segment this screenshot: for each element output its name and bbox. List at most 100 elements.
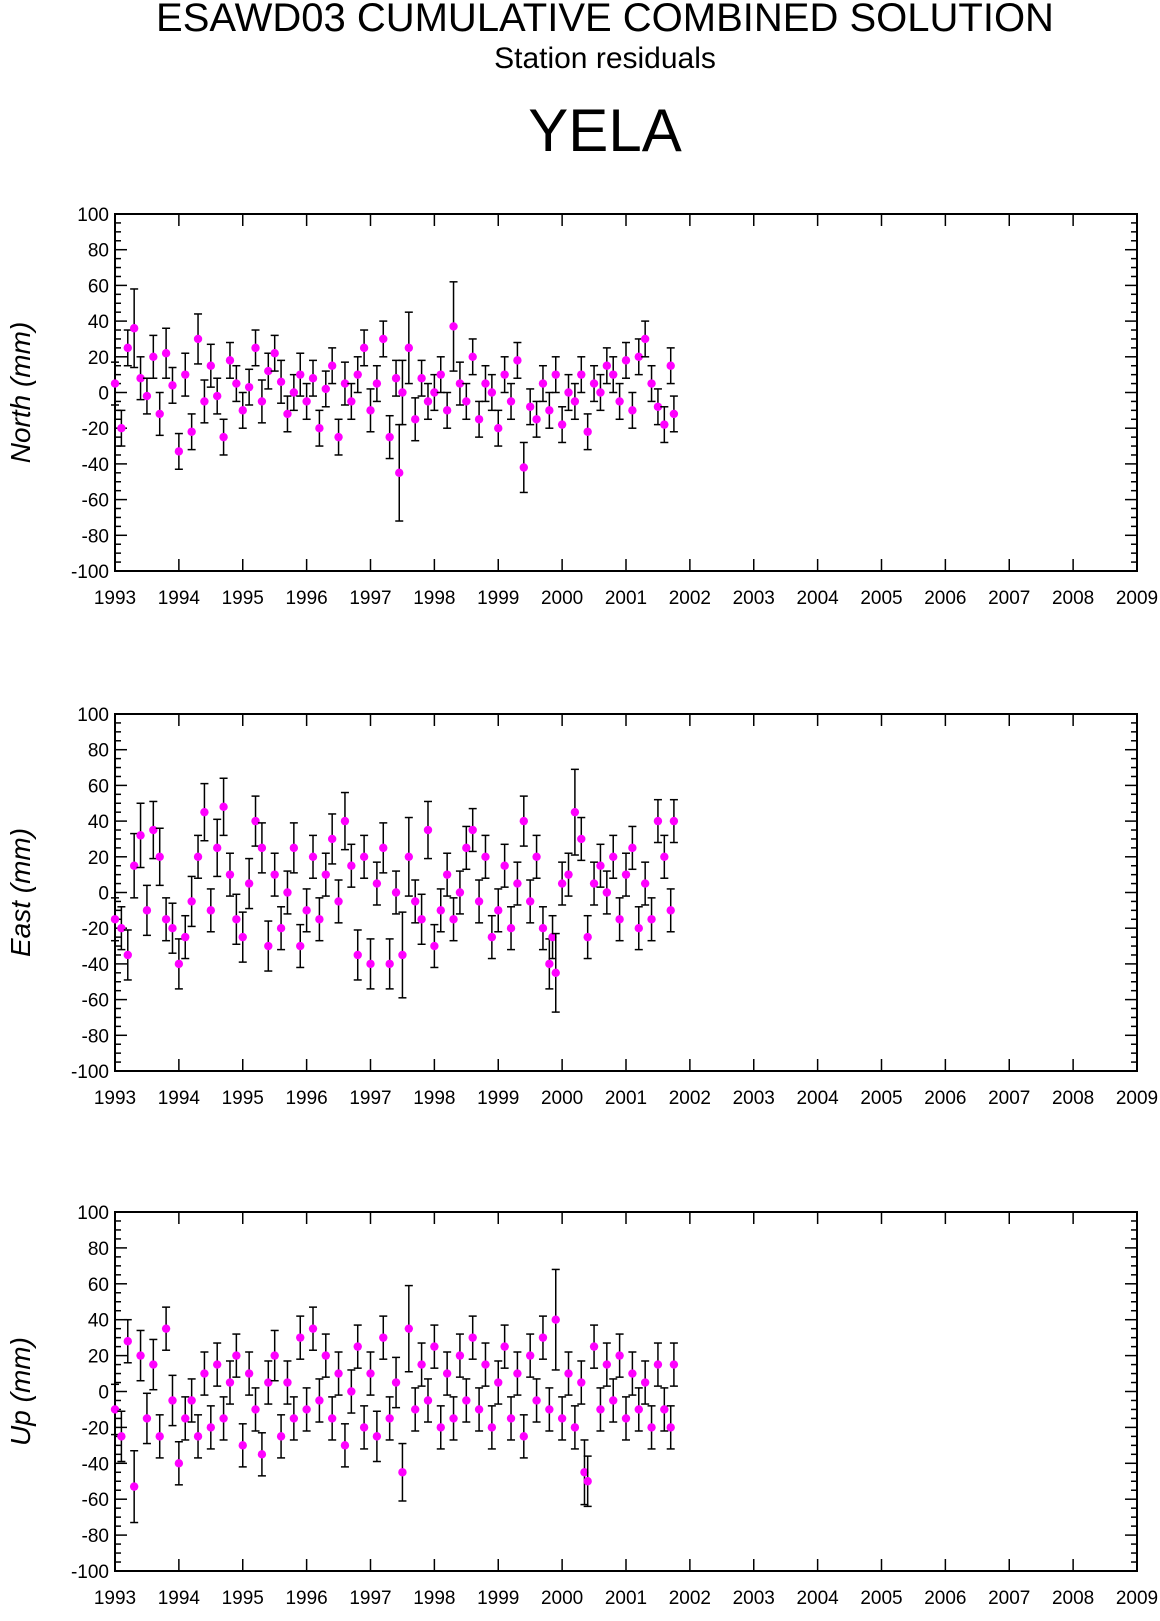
- data-point: [359, 852, 369, 861]
- data-point: [609, 1396, 618, 1405]
- data-point: [577, 1378, 586, 1387]
- data-point: [213, 1360, 222, 1369]
- data-point: [577, 370, 586, 379]
- data-point: [666, 361, 675, 370]
- y-tick-label: 20: [88, 848, 109, 869]
- data-point: [628, 406, 637, 415]
- data-point: [142, 906, 152, 915]
- data-point: [423, 825, 433, 835]
- y-axis-label: East (mm): [5, 828, 36, 957]
- data-point: [474, 897, 484, 906]
- data-point: [206, 361, 216, 370]
- data-point: [519, 816, 528, 826]
- x-tick-label: 2005: [860, 1588, 902, 1609]
- data-point: [602, 361, 612, 370]
- data-point: [500, 370, 509, 379]
- data-point: [264, 366, 273, 376]
- data-point: [411, 1405, 420, 1414]
- data-point: [270, 870, 279, 879]
- data-point: [238, 406, 247, 415]
- data-point: [353, 1342, 362, 1351]
- data-point: [308, 1324, 318, 1333]
- y-tick-label: 0: [98, 884, 109, 905]
- data-point: [545, 959, 554, 969]
- x-tick-label: 1993: [94, 1088, 136, 1109]
- y-tick-label: -40: [82, 455, 109, 476]
- data-point: [525, 897, 535, 906]
- data-point: [219, 432, 228, 442]
- data-point: [404, 852, 414, 861]
- data-point: [366, 1369, 375, 1378]
- data-point: [391, 888, 401, 897]
- data-point: [628, 843, 637, 853]
- data-point: [481, 1360, 490, 1369]
- data-point: [225, 870, 235, 879]
- data-point: [385, 432, 394, 442]
- station-name: YELA: [528, 97, 682, 164]
- x-tick-label: 2009: [1116, 588, 1158, 609]
- data-point: [181, 932, 190, 942]
- data-point: [634, 352, 643, 361]
- data-point: [570, 397, 580, 406]
- data-point: [161, 1324, 171, 1333]
- data-point: [327, 361, 337, 370]
- data-point: [238, 1441, 247, 1450]
- x-tick-label: 1998: [413, 1088, 455, 1109]
- x-tick-label: 1995: [222, 1088, 264, 1109]
- data-point: [449, 915, 458, 924]
- x-tick-label: 2003: [733, 1588, 775, 1609]
- chart-subtitle: Station residuals: [494, 42, 716, 75]
- x-tick-label: 1998: [413, 1588, 455, 1609]
- data-point: [474, 415, 484, 424]
- data-point: [494, 906, 503, 915]
- x-tick-label: 1994: [158, 1588, 201, 1609]
- data-point: [404, 343, 414, 353]
- data-point: [193, 334, 203, 344]
- y-tick-label: 100: [77, 705, 109, 726]
- data-point: [149, 352, 158, 361]
- data-point: [513, 879, 522, 888]
- y-axis-label: North (mm): [5, 322, 36, 464]
- y-tick-label: 80: [88, 741, 109, 762]
- data-point: [468, 825, 477, 835]
- data-point: [596, 388, 605, 397]
- data-point: [219, 802, 228, 812]
- data-point: [276, 1432, 286, 1441]
- data-point: [225, 356, 235, 365]
- x-tick-label: 2008: [1052, 588, 1094, 609]
- data-point: [653, 402, 663, 411]
- data-point: [583, 427, 592, 436]
- data-point: [315, 915, 324, 924]
- data-point: [168, 381, 177, 390]
- y-tick-label: 40: [88, 812, 109, 833]
- data-point: [244, 1369, 254, 1378]
- data-point: [557, 420, 567, 429]
- data-point: [181, 370, 190, 379]
- data-point: [136, 374, 145, 383]
- data-point: [538, 1333, 548, 1342]
- x-tick-label: 1997: [349, 1588, 391, 1609]
- x-tick-label: 1997: [349, 1088, 391, 1109]
- data-point: [532, 852, 541, 861]
- data-point: [430, 388, 439, 397]
- data-point: [129, 324, 139, 333]
- data-point: [596, 861, 605, 870]
- y-tick-label: 20: [88, 1347, 109, 1368]
- data-point: [142, 1414, 152, 1423]
- data-point: [532, 415, 541, 424]
- data-point: [487, 388, 497, 397]
- data-point: [379, 334, 388, 344]
- data-point: [315, 424, 324, 433]
- data-point: [481, 379, 490, 388]
- x-tick-label: 1993: [94, 1588, 136, 1609]
- data-point: [117, 424, 126, 433]
- x-tick-label: 1998: [413, 588, 455, 609]
- data-point: [289, 843, 299, 853]
- data-point: [417, 1360, 426, 1369]
- data-point: [117, 1432, 126, 1441]
- data-point: [583, 1477, 592, 1486]
- data-point: [500, 1342, 509, 1351]
- data-point: [296, 941, 305, 951]
- data-point: [545, 1405, 554, 1414]
- y-tick-label: 60: [88, 1275, 109, 1296]
